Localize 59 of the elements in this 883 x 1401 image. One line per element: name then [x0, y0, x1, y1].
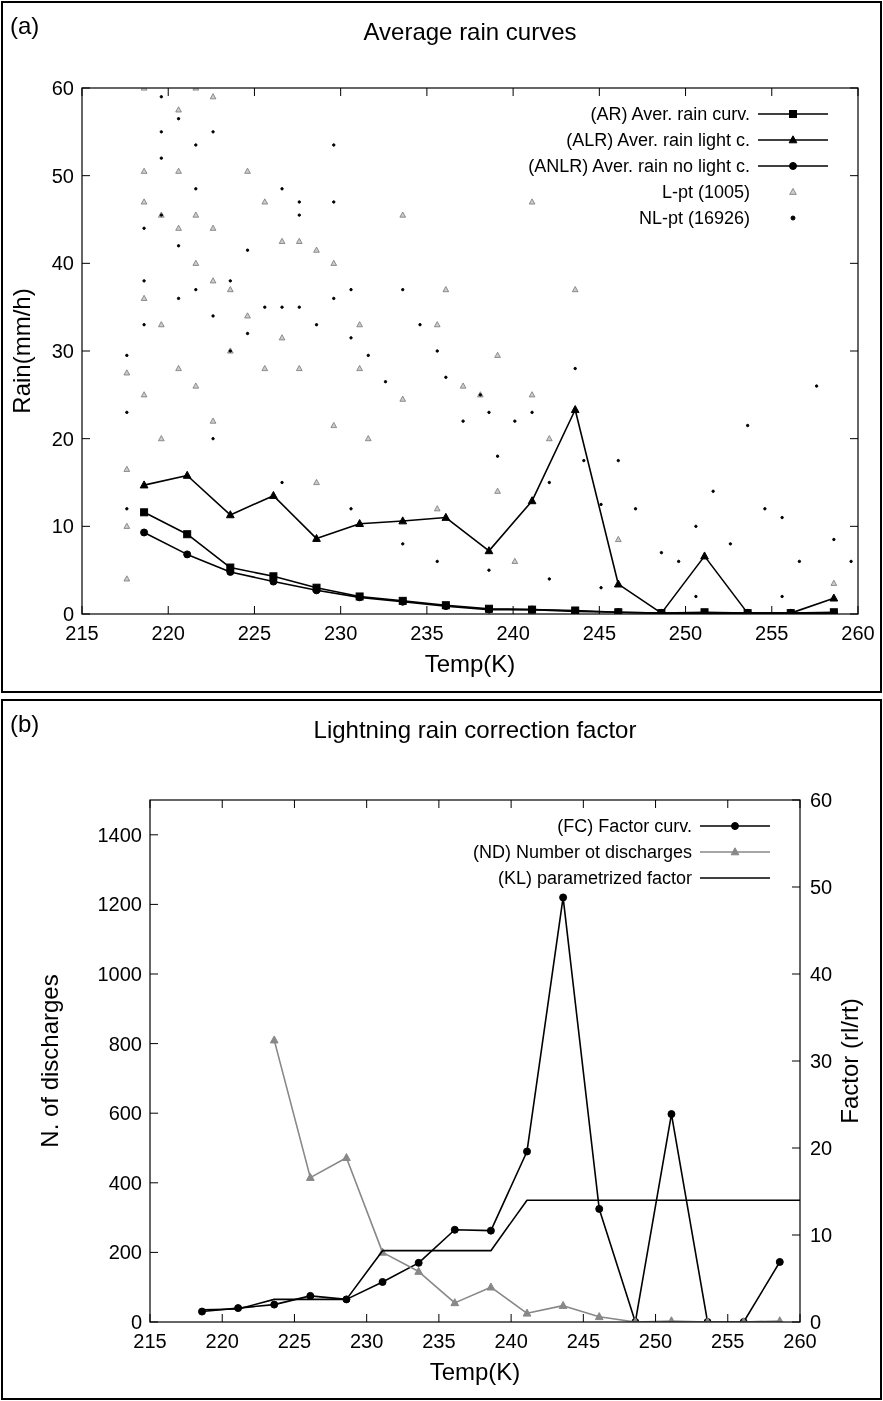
- x-tick-label: 240: [496, 622, 530, 644]
- legend-label: (ND) Number ot discharges: [472, 842, 692, 862]
- x-tick-label: 235: [410, 622, 444, 644]
- x-tick-label: 235: [422, 1330, 456, 1352]
- y2-tick-label: 50: [810, 876, 833, 898]
- y-tick-label: 600: [108, 1102, 142, 1125]
- x-axis-title: Temp(K): [429, 1358, 521, 1385]
- x-tick-label: 230: [323, 622, 358, 644]
- y-tick-label: 200: [108, 1241, 142, 1264]
- x-tick-label: 250: [668, 622, 703, 644]
- y-tick-label: 1400: [97, 823, 142, 846]
- y2-tick-label: 20: [810, 1137, 833, 1159]
- chart-title: Lightning rain correction factor: [313, 716, 637, 743]
- y-axis-title: Rain(mm/h): [8, 288, 35, 414]
- legend-label: NL-pt (16926): [638, 208, 750, 228]
- legend-label: (AR) Aver. rain curv.: [590, 104, 750, 124]
- x-tick-label: 255: [755, 622, 789, 644]
- x-tick-label: 245: [566, 1330, 601, 1352]
- x-tick-label: 245: [582, 622, 617, 644]
- y2-tick-label: 30: [810, 1050, 833, 1072]
- legend-label: (FC) Factor curv.: [557, 816, 692, 836]
- x-tick-label: 230: [349, 1330, 384, 1352]
- y-tick-label: 30: [51, 340, 74, 362]
- x-tick-label: 225: [277, 1330, 312, 1352]
- text: (a): [10, 12, 40, 39]
- y-tick-label: 400: [108, 1171, 142, 1194]
- y-tick-label: 800: [108, 1032, 142, 1055]
- chart-title: Average rain curves: [363, 18, 577, 45]
- text: (b): [10, 710, 40, 737]
- y2-tick-label: 60: [810, 789, 833, 811]
- x-tick-label: 220: [205, 1330, 239, 1352]
- y-tick-label: 0: [130, 1311, 142, 1333]
- y-tick-label: 50: [51, 164, 74, 187]
- x-tick-label: 260: [841, 622, 875, 644]
- y2-tick-label: 40: [810, 963, 833, 985]
- y-tick-label: 1200: [97, 893, 142, 916]
- y2-tick-label: 0: [810, 1311, 822, 1333]
- x-tick-label: 250: [638, 1330, 673, 1352]
- y-tick-label: 1000: [97, 963, 142, 985]
- x-tick-label: 260: [783, 1330, 817, 1352]
- y2-tick-label: 10: [810, 1224, 833, 1246]
- x-tick-label: 225: [237, 622, 272, 644]
- y-tick-label: 10: [51, 515, 74, 538]
- y-axis-title: N. of discharges: [36, 974, 63, 1148]
- x-tick-label: 255: [711, 1330, 745, 1352]
- y-tick-label: 40: [51, 252, 74, 275]
- legend-label: (ANLR) Aver. rain no light c.: [528, 156, 750, 176]
- x-tick-label: 240: [494, 1330, 528, 1352]
- y2-axis-title: Factor (rl/rt): [836, 998, 863, 1124]
- x-axis-title: Temp(K): [424, 650, 516, 677]
- x-tick-label: 215: [65, 622, 99, 644]
- legend-label: (ALR) Aver. rain light c.: [566, 130, 750, 150]
- y-tick-label: 60: [51, 77, 74, 99]
- y-tick-label: 0: [62, 603, 74, 625]
- x-tick-label: 220: [151, 622, 185, 644]
- legend-label: (KL) parametrized factor: [497, 868, 692, 888]
- y-tick-label: 20: [51, 427, 74, 450]
- x-tick-label: 215: [133, 1330, 167, 1352]
- legend-label: L-pt (1005): [661, 182, 750, 202]
